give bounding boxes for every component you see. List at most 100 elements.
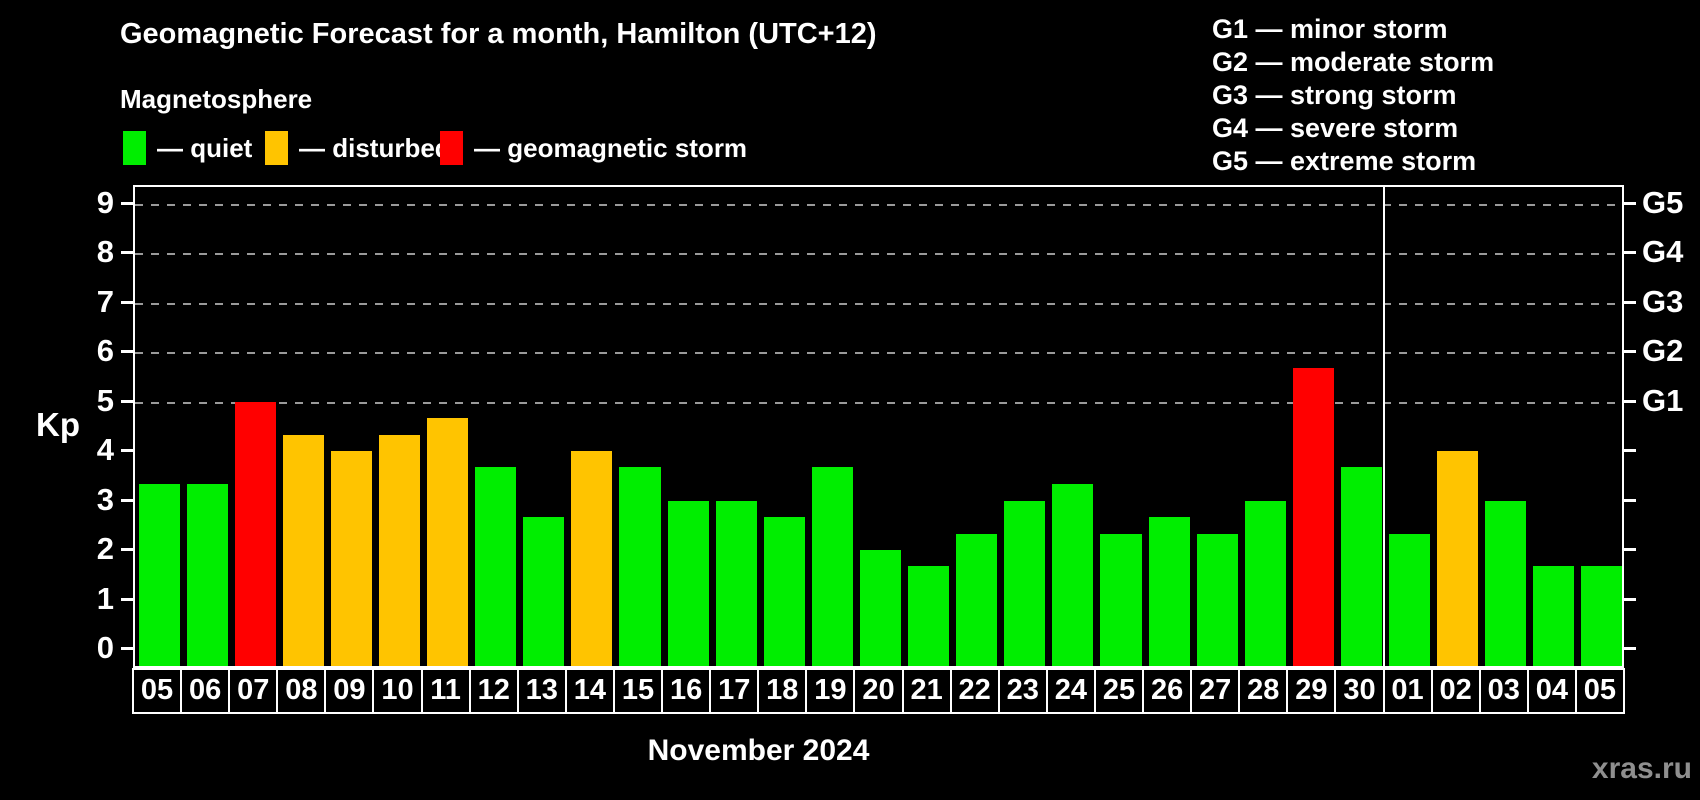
legend-item-disturbed: — disturbed: [265, 130, 451, 166]
y-axis-tick-left: [121, 548, 133, 551]
gridline-kp6: [135, 352, 1622, 354]
gridline-kp9: [135, 203, 1622, 206]
bar-day-13: [523, 516, 565, 666]
bar-day-08: [282, 434, 324, 666]
x-axis-label-04: 04: [1526, 668, 1577, 714]
y-axis-label-4: 4: [96, 432, 114, 467]
bar-day-14: [571, 451, 613, 666]
x-axis-label-18: 18: [757, 668, 808, 714]
g-axis-label-G5: G5: [1642, 184, 1684, 220]
y-axis-label-6: 6: [96, 333, 114, 368]
watermark-xras: xras.ru: [1591, 752, 1692, 785]
bar-day-29: [1292, 368, 1334, 666]
y-axis-tick-right: [1624, 548, 1636, 551]
x-axis-label-27: 27: [1190, 668, 1241, 714]
x-axis-label-10: 10: [372, 668, 423, 714]
x-axis-label-16: 16: [661, 668, 712, 714]
x-axis-label-19: 19: [805, 668, 856, 714]
y-axis-tick-left: [121, 498, 133, 502]
x-axis-label-08: 08: [276, 668, 327, 714]
y-axis-tick-left: [121, 597, 133, 601]
x-axis-label-21: 21: [901, 668, 952, 714]
y-axis-tick-left: [121, 647, 133, 650]
y-axis-title: Kp: [36, 406, 80, 443]
bar-day-09: [330, 451, 372, 666]
bar-day-19: [811, 467, 853, 666]
y-axis-label-1: 1: [96, 580, 114, 616]
bar-day-24: [1052, 484, 1094, 666]
g-axis-label-G3: G3: [1642, 283, 1684, 319]
gridline-kp7: [135, 302, 1622, 305]
x-axis-label-01: 01: [1382, 668, 1433, 714]
bar-day-04: [1533, 566, 1575, 666]
kp-status-legend: — quiet — disturbed — geomagnetic storm: [123, 130, 1023, 168]
bar-day-02: [1437, 451, 1479, 666]
gridline-kp5: [135, 401, 1622, 404]
x-axis-month-caption: November 2024: [647, 734, 870, 767]
x-axis-label-29: 29: [1286, 668, 1337, 714]
bar-day-11: [427, 417, 469, 666]
x-axis-label-02: 02: [1430, 668, 1481, 714]
bar-day-06: [186, 484, 228, 666]
chart-subtitle: Magnetosphere: [120, 84, 313, 114]
y-axis-tick-left: [121, 300, 133, 304]
x-axis-label-13: 13: [516, 668, 567, 714]
x-axis-label-26: 26: [1142, 668, 1193, 714]
bar-day-17: [715, 500, 757, 666]
x-axis-label-17: 17: [709, 668, 760, 714]
legend-swatch-quiet: [123, 131, 146, 165]
x-axis-label-15: 15: [612, 668, 664, 714]
y-axis-label-2: 2: [96, 531, 114, 566]
chart-title: Geomagnetic Forecast for a month, Hamilt…: [120, 18, 877, 50]
bar-day-28: [1244, 500, 1286, 666]
gridline-kp8: [135, 253, 1622, 255]
g-axis-label-G4: G4: [1642, 234, 1684, 269]
month-separator-line: [1382, 187, 1385, 666]
y-axis-label-5: 5: [96, 382, 114, 418]
y-axis-tick-right: [1624, 251, 1636, 254]
legend-swatch-disturbed: [265, 131, 288, 165]
y-axis-tick-right: [1624, 498, 1636, 502]
y-axis-tick-right: [1624, 647, 1636, 650]
bar-day-05: [1581, 566, 1623, 666]
y-axis-tick-right: [1624, 300, 1636, 304]
x-axis-label-25: 25: [1093, 668, 1145, 714]
bar-day-18: [763, 516, 805, 666]
x-axis-label-05: 05: [1574, 668, 1625, 714]
y-axis-label-9: 9: [96, 184, 114, 220]
bar-day-10: [378, 434, 421, 666]
bar-day-07: [234, 401, 276, 666]
bar-day-05: [138, 484, 180, 666]
y-axis-tick-right: [1624, 350, 1636, 353]
legend-item-storm: — geomagnetic storm: [440, 130, 747, 166]
bar-day-01: [1389, 533, 1431, 666]
bar-day-25: [1100, 533, 1142, 666]
x-axis-label-09: 09: [324, 668, 375, 714]
x-axis-label-14: 14: [564, 668, 615, 714]
y-axis-tick-left: [121, 449, 133, 452]
bar-day-27: [1196, 533, 1238, 666]
x-axis-label-06: 06: [180, 668, 231, 714]
bar-day-22: [956, 533, 998, 666]
x-axis-label-11: 11: [420, 668, 471, 714]
y-axis-tick-right: [1624, 399, 1636, 403]
bar-day-21: [908, 566, 950, 666]
g-legend-line-1: G1 — minor storm: [1212, 14, 1448, 44]
y-axis-tick-left: [121, 399, 133, 403]
g-legend-line-3: G3 — strong storm: [1212, 80, 1457, 110]
x-axis-label-23: 23: [997, 668, 1048, 714]
bar-day-30: [1340, 467, 1382, 666]
x-axis-label-24: 24: [1045, 668, 1096, 714]
y-axis-tick-right: [1624, 201, 1636, 205]
x-axis-label-30: 30: [1334, 668, 1385, 714]
legend-swatch-storm: [440, 131, 463, 165]
x-axis-label-20: 20: [853, 668, 904, 714]
bar-day-23: [1004, 500, 1046, 666]
x-axis-label-22: 22: [949, 668, 1000, 714]
bar-day-20: [859, 550, 902, 666]
y-axis-label-8: 8: [96, 234, 114, 269]
plot-area: [133, 185, 1624, 668]
y-axis-label-0: 0: [96, 630, 114, 665]
g-axis-label-G2: G2: [1642, 333, 1684, 368]
